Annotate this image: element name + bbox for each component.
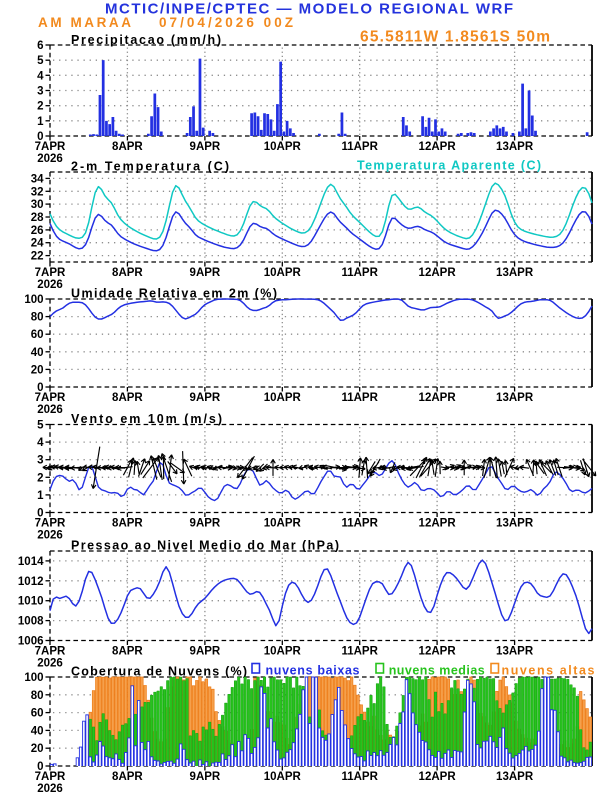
- svg-text:2026: 2026: [37, 404, 63, 416]
- svg-text:60: 60: [31, 708, 44, 720]
- svg-text:2-m Temperatura (C): 2-m Temperatura (C): [71, 160, 229, 174]
- svg-text:12APR: 12APR: [419, 392, 457, 404]
- svg-text:4: 4: [37, 70, 44, 82]
- svg-text:nuvens medias: nuvens medias: [389, 664, 485, 678]
- svg-text:2026: 2026: [37, 783, 63, 792]
- svg-text:1014: 1014: [18, 556, 44, 568]
- svg-text:13APR: 13APR: [496, 771, 534, 783]
- svg-text:9APR: 9APR: [190, 267, 221, 279]
- svg-text:12APR: 12APR: [419, 771, 457, 783]
- svg-text:13APR: 13APR: [496, 267, 534, 279]
- svg-text:3: 3: [37, 455, 43, 467]
- svg-text:11APR: 11APR: [341, 646, 378, 658]
- svg-text:2026: 2026: [37, 658, 63, 670]
- svg-text:Umidade Relativa em 2m (%): Umidade Relativa em 2m (%): [71, 287, 277, 301]
- svg-text:Precipitacao (mm/h): Precipitacao (mm/h): [71, 33, 221, 47]
- svg-text:8APR: 8APR: [112, 771, 143, 783]
- svg-text:1008: 1008: [18, 616, 44, 628]
- svg-text:1012: 1012: [18, 576, 44, 588]
- svg-text:9APR: 9APR: [190, 771, 221, 783]
- svg-text:8APR: 8APR: [112, 267, 143, 279]
- svg-text:nuvens baixas: nuvens baixas: [266, 664, 360, 678]
- svg-text:9APR: 9APR: [190, 141, 221, 153]
- svg-text:Temperatura Aparente (C): Temperatura Aparente (C): [357, 159, 541, 173]
- svg-text:nuvens altas: nuvens altas: [502, 664, 595, 678]
- svg-text:65.5811W 1.8561S 50m: 65.5811W 1.8561S 50m: [360, 29, 550, 46]
- svg-text:4: 4: [37, 437, 44, 449]
- svg-text:24: 24: [31, 238, 44, 250]
- svg-text:0: 0: [37, 382, 43, 394]
- svg-text:13APR: 13APR: [496, 646, 534, 658]
- svg-text:2026: 2026: [37, 279, 63, 291]
- svg-text:7APR: 7APR: [35, 141, 66, 153]
- svg-text:12APR: 12APR: [419, 518, 457, 530]
- svg-text:1: 1: [37, 490, 44, 502]
- svg-text:1: 1: [37, 116, 44, 128]
- svg-text:80: 80: [31, 690, 44, 702]
- svg-text:5: 5: [37, 420, 44, 432]
- svg-text:6: 6: [37, 40, 43, 52]
- svg-text:7APR: 7APR: [35, 771, 66, 783]
- svg-text:Cobertura de Nuvens (%): Cobertura de Nuvens (%): [71, 665, 247, 679]
- svg-text:8APR: 8APR: [112, 392, 143, 404]
- svg-text:100: 100: [24, 294, 43, 306]
- svg-text:2: 2: [37, 101, 43, 113]
- svg-text:9APR: 9APR: [190, 646, 221, 658]
- svg-text:1006: 1006: [18, 636, 44, 648]
- svg-text:11APR: 11APR: [341, 771, 378, 783]
- svg-text:10APR: 10APR: [264, 392, 302, 404]
- svg-text:3: 3: [37, 86, 43, 98]
- svg-text:10APR: 10APR: [264, 646, 302, 658]
- svg-text:11APR: 11APR: [341, 392, 378, 404]
- svg-text:11APR: 11APR: [341, 267, 378, 279]
- svg-text:11APR: 11APR: [341, 141, 378, 153]
- svg-text:0: 0: [37, 131, 43, 143]
- svg-text:8APR: 8APR: [112, 141, 143, 153]
- svg-text:22: 22: [31, 251, 44, 263]
- svg-text:100: 100: [24, 672, 43, 684]
- svg-text:10APR: 10APR: [264, 518, 302, 530]
- svg-text:32: 32: [31, 186, 44, 198]
- svg-text:9APR: 9APR: [190, 518, 221, 530]
- svg-text:20: 20: [31, 743, 44, 755]
- svg-text:Pressao ao Nivel Medio do Mar: Pressao ao Nivel Medio do Mar (hPa): [71, 539, 339, 553]
- svg-text:13APR: 13APR: [496, 518, 534, 530]
- svg-text:5: 5: [37, 55, 44, 67]
- svg-text:40: 40: [31, 347, 44, 359]
- svg-text:60: 60: [31, 329, 44, 341]
- svg-text:11APR: 11APR: [341, 518, 378, 530]
- svg-text:2026: 2026: [37, 153, 63, 165]
- svg-text:7APR: 7APR: [35, 646, 66, 658]
- svg-text:30: 30: [31, 199, 44, 211]
- svg-text:10APR: 10APR: [264, 267, 302, 279]
- svg-text:12APR: 12APR: [419, 267, 457, 279]
- svg-text:8APR: 8APR: [112, 518, 143, 530]
- svg-text:80: 80: [31, 312, 44, 324]
- svg-text:12APR: 12APR: [419, 141, 457, 153]
- svg-text:10APR: 10APR: [264, 141, 302, 153]
- svg-text:2: 2: [37, 472, 43, 484]
- svg-text:7APR: 7APR: [35, 267, 66, 279]
- svg-text:40: 40: [31, 725, 44, 737]
- svg-text:13APR: 13APR: [496, 392, 534, 404]
- svg-text:1010: 1010: [18, 596, 44, 608]
- svg-text:10APR: 10APR: [264, 771, 302, 783]
- svg-text:9APR: 9APR: [190, 392, 221, 404]
- svg-text:AM MARAA: AM MARAA: [38, 15, 131, 30]
- svg-text:34: 34: [31, 173, 44, 185]
- svg-text:MCTIC/INPE/CPTEC — MODELO REGI: MCTIC/INPE/CPTEC — MODELO REGIONAL WRF: [105, 1, 513, 18]
- svg-text:26: 26: [31, 225, 44, 237]
- svg-text:8APR: 8APR: [112, 646, 143, 658]
- svg-text:12APR: 12APR: [419, 646, 457, 658]
- svg-text:2026: 2026: [37, 530, 63, 542]
- svg-text:07/04/2026 00Z: 07/04/2026 00Z: [159, 15, 293, 30]
- svg-text:0: 0: [37, 761, 43, 773]
- svg-text:7APR: 7APR: [35, 518, 66, 530]
- svg-text:20: 20: [31, 364, 44, 376]
- svg-text:28: 28: [31, 212, 44, 224]
- svg-text:0: 0: [37, 508, 43, 520]
- svg-text:7APR: 7APR: [35, 392, 66, 404]
- svg-text:13APR: 13APR: [496, 141, 534, 153]
